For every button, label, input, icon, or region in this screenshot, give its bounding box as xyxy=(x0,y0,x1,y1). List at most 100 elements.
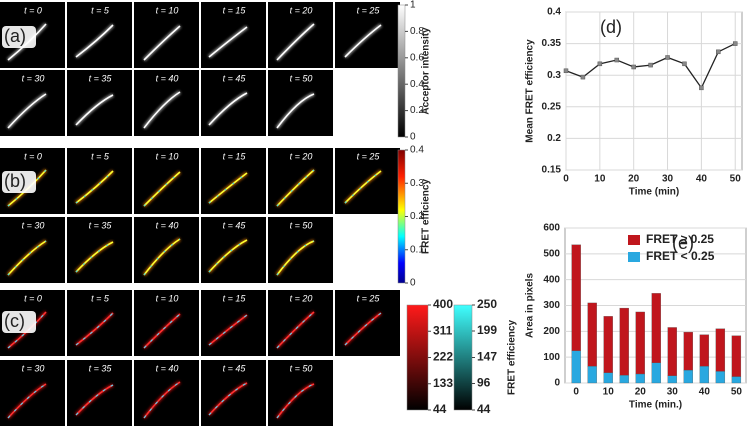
colorbar xyxy=(397,149,406,284)
time-label: t = 35 xyxy=(89,363,113,373)
time-label: t = 5 xyxy=(91,151,110,161)
y-tick-label: 0.3 xyxy=(547,70,561,81)
colorbar-tick-label: 44 xyxy=(477,402,491,416)
legend-swatch xyxy=(628,252,640,262)
time-label: t = 30 xyxy=(22,73,45,83)
bar xyxy=(651,293,661,364)
time-label: t = 0 xyxy=(24,5,42,15)
x-tick-label: 0 xyxy=(563,174,569,185)
y-tick-label: 100 xyxy=(543,352,560,363)
time-label: t = 30 xyxy=(22,220,45,230)
panel-label-bg xyxy=(2,26,36,48)
colorbar-tick-label: 0.2 xyxy=(410,211,424,222)
marker xyxy=(732,41,738,46)
y-tick-label: 0.4 xyxy=(547,7,561,18)
marker xyxy=(614,57,620,63)
colorbar-tick-label: 44 xyxy=(433,402,447,416)
time-label: t = 15 xyxy=(223,151,247,161)
time-label: t = 40 xyxy=(156,220,179,230)
y-tick-label: 0.35 xyxy=(542,38,562,49)
colorbar-tick-label: 311 xyxy=(433,323,453,337)
colorbar-tick-label: 0.6 xyxy=(410,52,424,63)
cell xyxy=(208,92,248,126)
bar xyxy=(587,366,597,384)
cell xyxy=(7,240,47,276)
cell-core xyxy=(208,382,248,416)
marker xyxy=(665,55,670,60)
cell xyxy=(75,24,114,58)
panel-label-bg xyxy=(2,311,36,333)
cell xyxy=(344,170,382,204)
cell-core xyxy=(276,383,315,419)
colorbar-tick-label: 0 xyxy=(410,132,416,143)
bar xyxy=(571,350,581,384)
bar xyxy=(731,335,742,377)
bar xyxy=(699,334,710,367)
time-label: t = 15 xyxy=(223,5,247,15)
cell-core xyxy=(143,313,181,349)
time-label: t = 10 xyxy=(156,5,179,15)
time-label: t = 10 xyxy=(156,293,179,303)
time-label: t = 20 xyxy=(290,293,313,303)
cell xyxy=(75,170,114,204)
x-tick-label: 20 xyxy=(635,387,647,398)
y-tick-label: 0 xyxy=(554,378,560,389)
cell xyxy=(143,91,181,129)
x-tick-label: 30 xyxy=(662,174,674,185)
y-tick-label: 0.25 xyxy=(542,101,562,112)
marker xyxy=(648,62,653,68)
time-label: t = 5 xyxy=(91,293,110,303)
bar xyxy=(699,366,710,384)
cell xyxy=(143,238,181,276)
cell xyxy=(7,93,47,129)
cell xyxy=(75,94,114,126)
x-tick-label: 10 xyxy=(594,174,606,185)
time-label: t = 45 xyxy=(223,220,247,230)
x-tick-label: 40 xyxy=(699,387,711,398)
colorbar-label: FRET efficiency xyxy=(421,179,432,254)
time-label: t = 35 xyxy=(89,220,113,230)
x-tick-label: 10 xyxy=(603,387,615,398)
time-label: t = 35 xyxy=(89,73,113,83)
x-axis-label: Time (min) xyxy=(629,187,679,198)
bar xyxy=(683,369,693,384)
bar xyxy=(587,302,597,367)
annotation: (d) xyxy=(600,17,622,37)
bar xyxy=(731,376,742,384)
cell xyxy=(208,239,248,273)
y-axis-label: Area in pixels xyxy=(525,273,536,338)
time-label: t = 45 xyxy=(223,73,247,83)
x-tick-label: 50 xyxy=(730,174,742,185)
marker xyxy=(682,61,687,67)
colorbar xyxy=(406,304,429,411)
bar xyxy=(715,328,726,372)
colorbar-tick-label: 0.2 xyxy=(410,105,424,116)
colorbar-tick-label: 199 xyxy=(477,323,497,337)
y-axis-label: Mean FRET efficiency xyxy=(525,39,536,143)
marker xyxy=(699,85,704,91)
bar xyxy=(683,331,693,371)
cell xyxy=(208,26,248,58)
time-label: t = 0 xyxy=(24,151,42,161)
bar xyxy=(603,372,613,384)
x-tick-label: 50 xyxy=(731,387,743,398)
colorbar-tick-label: 0.4 xyxy=(410,79,424,90)
x-tick-label: 20 xyxy=(628,174,640,185)
legend-label: FRET ≥ 0.25 xyxy=(646,232,714,246)
time-label: t = 15 xyxy=(223,293,247,303)
legend-label: FRET < 0.25 xyxy=(646,249,715,263)
colorbar-tick-label: 222 xyxy=(433,350,453,364)
colorbar-label: Acceptor intensity xyxy=(421,27,432,115)
cell xyxy=(75,312,114,346)
y-tick-label: 300 xyxy=(543,300,560,311)
y-tick-label: 400 xyxy=(543,274,560,285)
time-label: t = 20 xyxy=(290,151,313,161)
colorbar-tick-label: 147 xyxy=(477,350,497,364)
time-label: t = 0 xyxy=(24,293,42,303)
colorbar-tick-label: 0.8 xyxy=(410,26,424,37)
time-label: t = 50 xyxy=(290,73,313,83)
cell xyxy=(276,240,315,276)
cell xyxy=(208,172,248,204)
cell xyxy=(276,169,315,207)
bar xyxy=(603,316,613,373)
